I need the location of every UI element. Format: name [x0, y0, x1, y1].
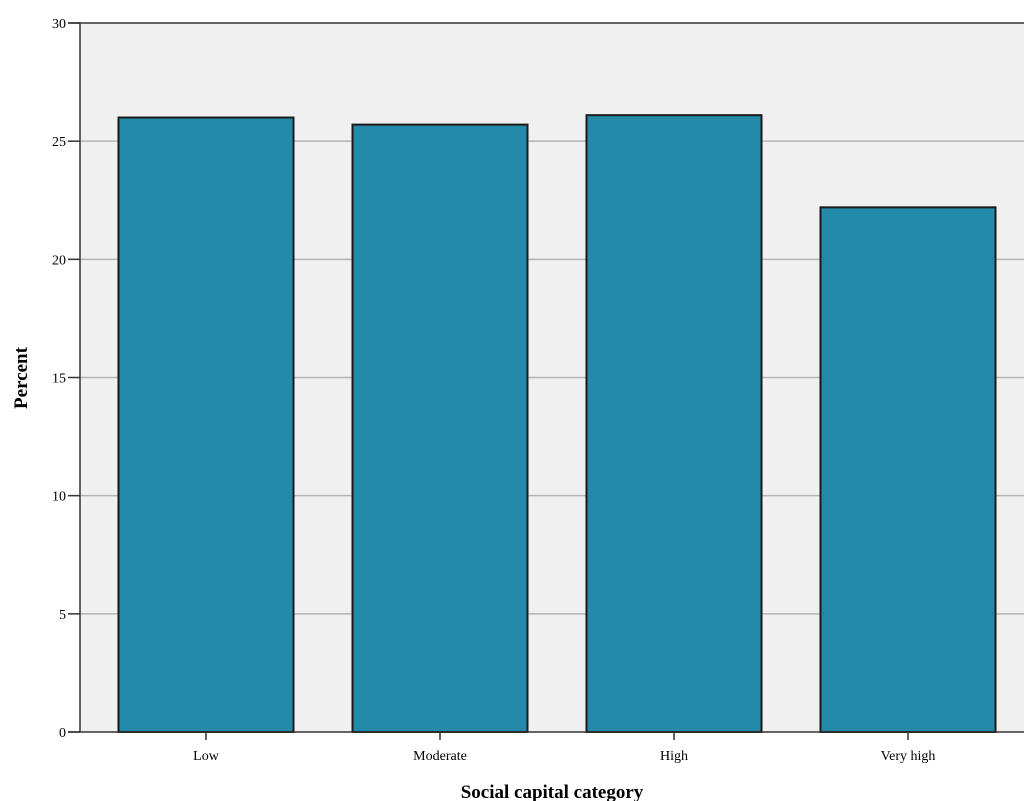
x-axis-ticks: Low Moderate High Very high — [193, 732, 935, 764]
bar — [585, 114, 763, 734]
y-tick-label: 10 — [52, 490, 66, 505]
y-axis-title: Percent — [11, 346, 32, 409]
bar — [351, 123, 529, 733]
y-tick-label: 20 — [52, 253, 66, 268]
x-tick-label: Moderate — [413, 749, 467, 764]
y-tick-label: 15 — [52, 372, 66, 387]
x-tick-label: Very high — [881, 749, 936, 764]
y-axis-ticks: 0 5 10 15 20 25 30 — [52, 17, 80, 741]
y-tick-label: 30 — [52, 17, 66, 32]
y-tick-label: 0 — [59, 726, 66, 741]
bar — [117, 116, 295, 734]
x-axis-title: Social capital category — [461, 782, 644, 801]
y-tick-label: 5 — [59, 608, 66, 623]
x-tick-label: High — [660, 749, 688, 764]
bar — [819, 206, 997, 733]
x-tick-label: Low — [193, 749, 220, 764]
bars — [117, 114, 997, 734]
y-tick-label: 25 — [52, 135, 66, 150]
